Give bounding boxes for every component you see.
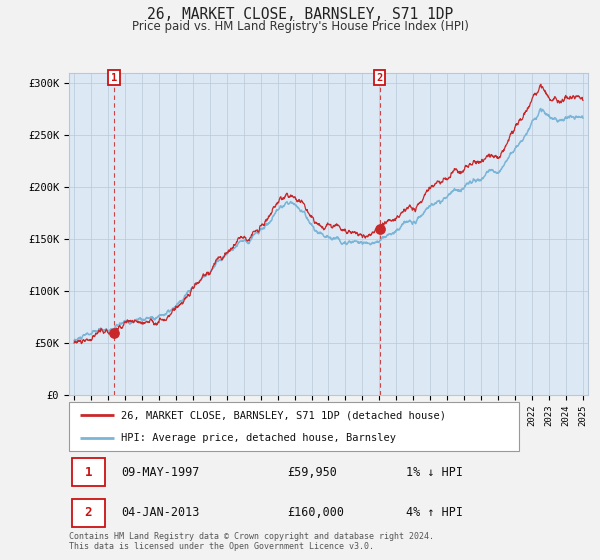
Text: Contains HM Land Registry data © Crown copyright and database right 2024.
This d: Contains HM Land Registry data © Crown c… [69, 532, 434, 552]
Text: 1: 1 [85, 465, 92, 479]
Text: 26, MARKET CLOSE, BARNSLEY, S71 1DP (detached house): 26, MARKET CLOSE, BARNSLEY, S71 1DP (det… [121, 410, 446, 421]
Text: £59,950: £59,950 [287, 465, 337, 479]
Text: 1% ↓ HPI: 1% ↓ HPI [406, 465, 463, 479]
Text: 4% ↑ HPI: 4% ↑ HPI [406, 506, 463, 520]
Text: 04-JAN-2013: 04-JAN-2013 [121, 506, 199, 520]
Text: 09-MAY-1997: 09-MAY-1997 [121, 465, 199, 479]
Text: 1: 1 [111, 73, 117, 83]
Point [375, 224, 385, 233]
FancyBboxPatch shape [71, 500, 106, 526]
Text: 26, MARKET CLOSE, BARNSLEY, S71 1DP: 26, MARKET CLOSE, BARNSLEY, S71 1DP [147, 7, 453, 22]
Text: 2: 2 [85, 506, 92, 520]
Text: HPI: Average price, detached house, Barnsley: HPI: Average price, detached house, Barn… [121, 433, 396, 444]
Text: Price paid vs. HM Land Registry's House Price Index (HPI): Price paid vs. HM Land Registry's House … [131, 20, 469, 33]
Text: 2: 2 [376, 73, 383, 83]
Point [109, 328, 119, 337]
Text: £160,000: £160,000 [287, 506, 344, 520]
FancyBboxPatch shape [71, 459, 106, 486]
FancyBboxPatch shape [69, 402, 519, 451]
